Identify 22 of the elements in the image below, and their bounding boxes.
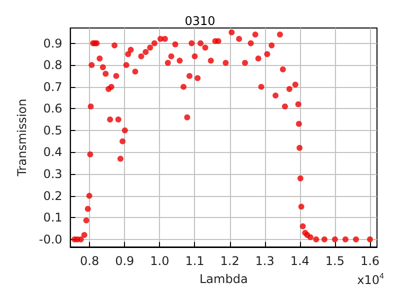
x-tick-label: 1.1 (185, 254, 204, 268)
y-tick-label: 0.5 (43, 123, 62, 138)
x-tick-label: 1.3 (255, 254, 274, 268)
y-tick-label: -0.0 (38, 232, 62, 246)
chart-title: 0310 (184, 14, 216, 28)
x-tick-label: 1.5 (325, 254, 344, 268)
x-tick-label: 0.8 (80, 254, 100, 268)
y-tick-label: 0.3 (43, 167, 62, 181)
y-tick-label: 0.6 (43, 102, 62, 116)
y-tick-label: 0.2 (43, 188, 62, 203)
y-tick-label: 0.1 (43, 210, 62, 225)
x-tick-label: 1.4 (290, 254, 310, 268)
x-tick-label: 1.6 (360, 254, 380, 268)
x-tick-label: 1.2 (220, 254, 240, 268)
y-tick-label: 0.8 (43, 58, 62, 72)
x-axis-title: Lambda (199, 272, 248, 286)
y-tick-label: 0.7 (43, 80, 62, 94)
x-tick-label: 1.0 (150, 254, 170, 268)
y-axis-title: Transmission (15, 98, 29, 178)
y-tick-label: 0.4 (43, 145, 62, 160)
y-tick-label: 0.9 (43, 36, 62, 50)
x-tick-label: 0.9 (115, 254, 134, 268)
